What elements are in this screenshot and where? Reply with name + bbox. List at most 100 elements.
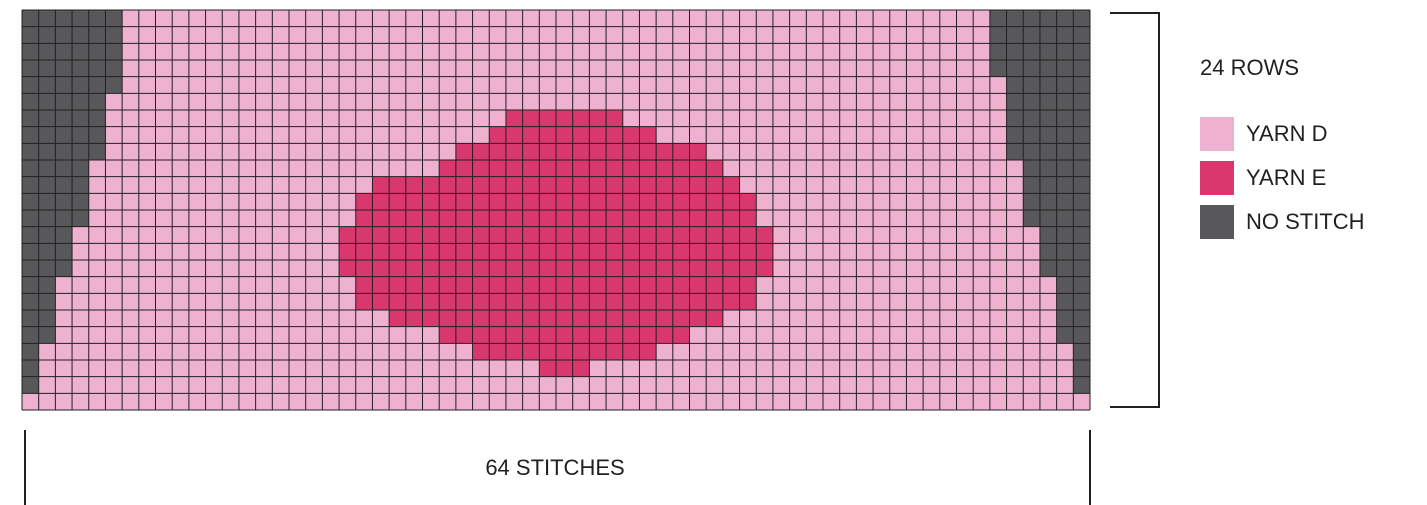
stitch-cell: [155, 360, 173, 378]
stitch-cell: [572, 226, 590, 244]
stitch-cell: [422, 243, 440, 261]
stitch-cell: [355, 343, 373, 361]
stitch-cell: [355, 26, 373, 44]
stitch-cell: [689, 26, 707, 44]
stitch-cell: [38, 60, 56, 78]
stitch-cell: [122, 60, 140, 78]
stitch-cell: [372, 260, 390, 278]
stitch-cell: [55, 226, 73, 244]
stitch-cell: [372, 160, 390, 178]
stitch-cell: [722, 93, 741, 111]
stitch-cell: [322, 143, 340, 161]
stitch-cell: [973, 210, 991, 228]
stitch-cell: [339, 376, 357, 394]
stitch-cell: [72, 193, 90, 211]
stitch-cell: [489, 10, 507, 28]
stitch-cell: [155, 376, 173, 394]
stitch-cell: [639, 343, 657, 361]
stitch-cell: [622, 60, 640, 78]
stitch-cell: [105, 376, 123, 394]
stitch-cell: [739, 10, 757, 28]
stitch-cell: [873, 226, 891, 244]
stitch-cell: [789, 93, 807, 111]
stitch-cell: [339, 326, 357, 344]
stitch-cell: [606, 43, 624, 61]
stitch-cell: [622, 393, 640, 411]
stitch-cell: [489, 293, 507, 311]
stitch-cell: [172, 126, 190, 144]
stitch-cell: [656, 143, 674, 161]
stitch-cell: [522, 110, 540, 128]
stitch-cell: [539, 93, 557, 111]
stitch-cell: [772, 60, 791, 78]
stitch-cell: [672, 143, 690, 161]
stitch-cell: [939, 193, 957, 211]
stitch-cell: [706, 310, 724, 328]
stitch-cell: [706, 26, 724, 44]
stitch-cell: [455, 393, 474, 411]
stitch-cell: [305, 260, 323, 278]
stitch-cell: [639, 360, 657, 378]
stitch-cell: [556, 110, 574, 128]
stitch-cell: [989, 126, 1008, 144]
stitch-cell: [439, 76, 457, 94]
stitch-cell: [989, 160, 1008, 178]
stitch-cell: [889, 226, 907, 244]
stitch-cell: [739, 93, 757, 111]
stitch-cell: [556, 160, 574, 178]
stitch-cell: [906, 276, 924, 294]
stitch-cell: [88, 193, 106, 211]
stitch-cell: [973, 293, 991, 311]
stitch-cell: [1006, 176, 1024, 194]
stitch-cell: [823, 293, 841, 311]
stitch-cell: [706, 76, 724, 94]
stitch-cell: [589, 210, 607, 228]
stitch-cell: [188, 193, 207, 211]
stitch-cell: [772, 160, 791, 178]
stitch-cell: [172, 160, 190, 178]
stitch-cell: [739, 176, 757, 194]
stitch-cell: [889, 360, 907, 378]
stitch-cell: [572, 43, 590, 61]
stitch-cell: [539, 126, 557, 144]
stitch-cell: [322, 26, 340, 44]
stitch-cell: [255, 76, 273, 94]
stitch-cell: [1073, 243, 1091, 261]
stitch-cell: [739, 310, 757, 328]
stitch-cell: [739, 226, 757, 244]
stitch-cell: [906, 310, 924, 328]
stitch-cell: [772, 276, 791, 294]
stitch-cell: [539, 310, 557, 328]
stitch-cell: [656, 60, 674, 78]
stitch-cell: [973, 176, 991, 194]
stitch-cell: [422, 193, 440, 211]
stitch-cell: [38, 10, 56, 28]
stitch-cell: [789, 160, 807, 178]
stitch-cell: [989, 110, 1008, 128]
stitch-cell: [472, 343, 490, 361]
stitch-cell: [672, 160, 690, 178]
stitch-cell: [205, 326, 223, 344]
stitch-cell: [472, 160, 490, 178]
stitch-cell: [238, 326, 257, 344]
stitch-cell: [439, 243, 457, 261]
stitch-cell: [672, 393, 690, 411]
stitch-cell: [38, 360, 56, 378]
stitch-cell: [155, 260, 173, 278]
stitch-cell: [839, 60, 857, 78]
stitch-cell: [1056, 26, 1074, 44]
stitch-cell: [222, 210, 240, 228]
stitch-cell: [923, 310, 941, 328]
stitch-cell: [989, 226, 1008, 244]
stitch-cell: [756, 210, 774, 228]
stitch-cell: [789, 76, 807, 94]
stitch-cell: [505, 293, 524, 311]
stitch-cell: [1023, 93, 1041, 111]
stitch-cell: [589, 310, 607, 328]
stitch-cell: [873, 93, 891, 111]
stitch-cell: [289, 76, 307, 94]
stitch-cell: [656, 293, 674, 311]
stitch-cell: [205, 26, 223, 44]
stitch-cell: [873, 193, 891, 211]
